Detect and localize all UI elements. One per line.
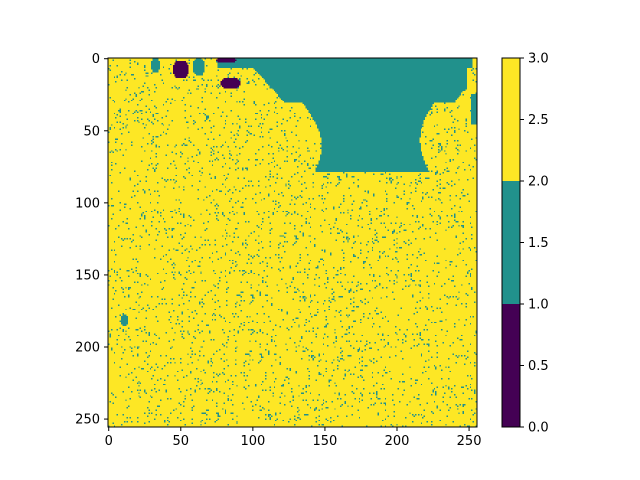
x-tick-label: 200: [385, 434, 410, 449]
y-tick-label: 150: [75, 268, 100, 283]
colorbar: 0.0 0.5 1.0 1.5 2.0 2.5 3.0: [501, 52, 549, 436]
x-tick-label: 50: [173, 434, 190, 449]
heatmap-image: [108, 58, 477, 427]
colorbar-tick-label: 0.0: [528, 421, 549, 436]
colorbar-tick-label: 2.5: [528, 113, 549, 128]
colorbar-segment: [502, 304, 520, 427]
colorbar-segment: [502, 181, 520, 304]
colorbar-tick-label: 2.0: [528, 175, 549, 190]
y-axis: 0 50 100 150 200 250: [75, 52, 108, 428]
colorbar-tick-label: 1.0: [528, 298, 549, 313]
y-tick-label: 200: [75, 341, 100, 356]
x-tick-label: 0: [105, 434, 113, 449]
x-tick-label: 150: [313, 434, 338, 449]
y-tick-label: 50: [83, 124, 100, 139]
y-tick-label: 100: [75, 196, 100, 211]
y-tick-label: 250: [75, 413, 100, 428]
colorbar-tick-label: 0.5: [528, 359, 549, 374]
colorbar-tick-label: 1.5: [528, 236, 549, 251]
y-tick-label: 0: [92, 52, 100, 67]
colorbar-tick-label: 3.0: [528, 52, 549, 67]
x-tick-label: 100: [240, 434, 265, 449]
axes-frame: [107, 57, 478, 428]
x-axis: 0 50 100 150 200 250: [105, 427, 482, 449]
x-tick-label: 250: [457, 434, 482, 449]
colorbar-segment: [502, 58, 520, 181]
